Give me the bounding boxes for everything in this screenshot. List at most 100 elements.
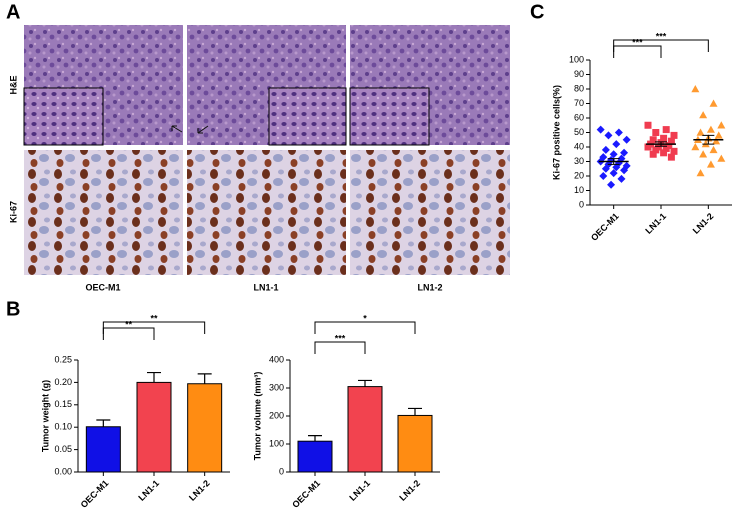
- x-tick-label: LN1-2: [187, 478, 212, 503]
- point: [622, 135, 631, 144]
- point: [717, 154, 726, 162]
- y-tick-label: 0: [279, 466, 284, 476]
- point: [709, 145, 718, 154]
- error-bar: [702, 134, 715, 145]
- point: [699, 150, 708, 158]
- y-axis-label: Ki-67 positive cells(%): [551, 85, 561, 180]
- error-bar: [147, 371, 161, 383]
- point: [644, 143, 652, 151]
- significance-bracket: [613, 45, 662, 58]
- point: [670, 147, 678, 155]
- chart: 0 100 200 300 400 Tumor volume (mm³) OEC-M1 LN1…: [252, 313, 440, 510]
- y-tick-label: 60: [574, 112, 584, 122]
- y-tick-label: 0.25: [54, 354, 72, 364]
- point: [612, 140, 621, 149]
- ki67-image: [187, 150, 346, 275]
- significance-label: **: [125, 319, 133, 329]
- y-tick-label: 10: [574, 185, 584, 195]
- error-bar: [607, 158, 620, 165]
- x-tick-label: OEC-M1: [589, 211, 621, 243]
- significance-label: ***: [656, 31, 667, 41]
- bar: [85, 426, 121, 473]
- point: [696, 169, 705, 177]
- point: [709, 99, 718, 107]
- point: [604, 131, 613, 140]
- significance-label: ***: [632, 37, 643, 47]
- chart: 0 10 20 30 40 50 60 70 80 90 100 Ki-67 positive cel…: [551, 31, 732, 243]
- point: [696, 128, 705, 136]
- point: [660, 149, 668, 157]
- x-tick-label: LN1-1: [136, 478, 161, 503]
- point: [596, 125, 605, 134]
- significance-bracket: [102, 321, 206, 334]
- point: [614, 128, 623, 137]
- x-tick-label: LN1-1: [347, 478, 372, 503]
- column-label: OEC-M1: [85, 282, 120, 292]
- y-tick-label: 0: [579, 199, 584, 209]
- y-tick-label: 100: [269, 438, 284, 448]
- bar: [347, 386, 383, 473]
- x-tick-label: LN1-1: [643, 211, 668, 236]
- bar: [187, 383, 223, 473]
- y-tick-label: 200: [269, 410, 284, 420]
- point: [706, 125, 715, 133]
- y-tick-label: 0.15: [54, 399, 72, 409]
- error-bar: [96, 419, 111, 427]
- point: [599, 172, 608, 180]
- micrographs: H&E Ki-67 OEC-M1 LN1-1 LN1-2: [8, 25, 510, 292]
- column-label: LN1-2: [417, 282, 442, 292]
- inset: [23, 87, 104, 146]
- y-tick-label: 50: [574, 127, 584, 137]
- point: [670, 131, 678, 139]
- x-tick-label: OEC-M1: [79, 478, 111, 510]
- point: [652, 129, 660, 136]
- column-label: LN1-1: [253, 282, 278, 292]
- bar: [136, 381, 172, 473]
- point: [717, 121, 726, 129]
- point: [662, 126, 670, 134]
- y-tick-label: 0.10: [54, 422, 72, 432]
- inset: [349, 87, 430, 146]
- point: [620, 148, 629, 157]
- inset: [268, 87, 347, 146]
- point: [691, 143, 700, 151]
- point: [601, 145, 610, 154]
- y-tick-label: 30: [574, 156, 584, 166]
- x-tick-label: OEC-M1: [290, 478, 322, 510]
- error-bar: [308, 435, 322, 442]
- y-tick-label: 0.20: [54, 377, 72, 387]
- significance-bracket: [102, 327, 155, 340]
- significance-bracket: [314, 341, 366, 354]
- error-bar: [358, 379, 372, 387]
- error-bar: [197, 373, 212, 384]
- point: [617, 174, 626, 183]
- y-tick-label: 90: [574, 69, 584, 79]
- y-tick-label: 0.00: [54, 466, 72, 476]
- panel-label: B: [6, 298, 20, 320]
- panel-label: A: [6, 1, 20, 23]
- point: [714, 131, 723, 139]
- point: [609, 169, 618, 178]
- point: [607, 180, 616, 189]
- y-tick-label: 300: [269, 382, 284, 392]
- bar: [297, 440, 333, 473]
- significance-bracket: [314, 321, 416, 334]
- row-label: Ki-67: [8, 201, 18, 223]
- point: [601, 164, 610, 173]
- x-tick-label: LN1-2: [691, 211, 716, 236]
- point: [644, 121, 652, 129]
- significance-label: **: [150, 313, 158, 323]
- y-tick-label: 70: [574, 98, 584, 108]
- y-tick-label: 100: [569, 54, 584, 64]
- arrow: [197, 125, 209, 134]
- x-tick-label: LN1-2: [397, 478, 422, 503]
- y-axis-label: Tumor weight (g): [40, 380, 50, 452]
- point: [699, 111, 708, 119]
- significance-bracket: [613, 39, 709, 52]
- point: [612, 163, 621, 172]
- row-label: H&E: [8, 75, 18, 94]
- y-tick-label: 40: [574, 141, 584, 151]
- point: [609, 150, 618, 159]
- point: [649, 150, 657, 158]
- point: [706, 160, 715, 168]
